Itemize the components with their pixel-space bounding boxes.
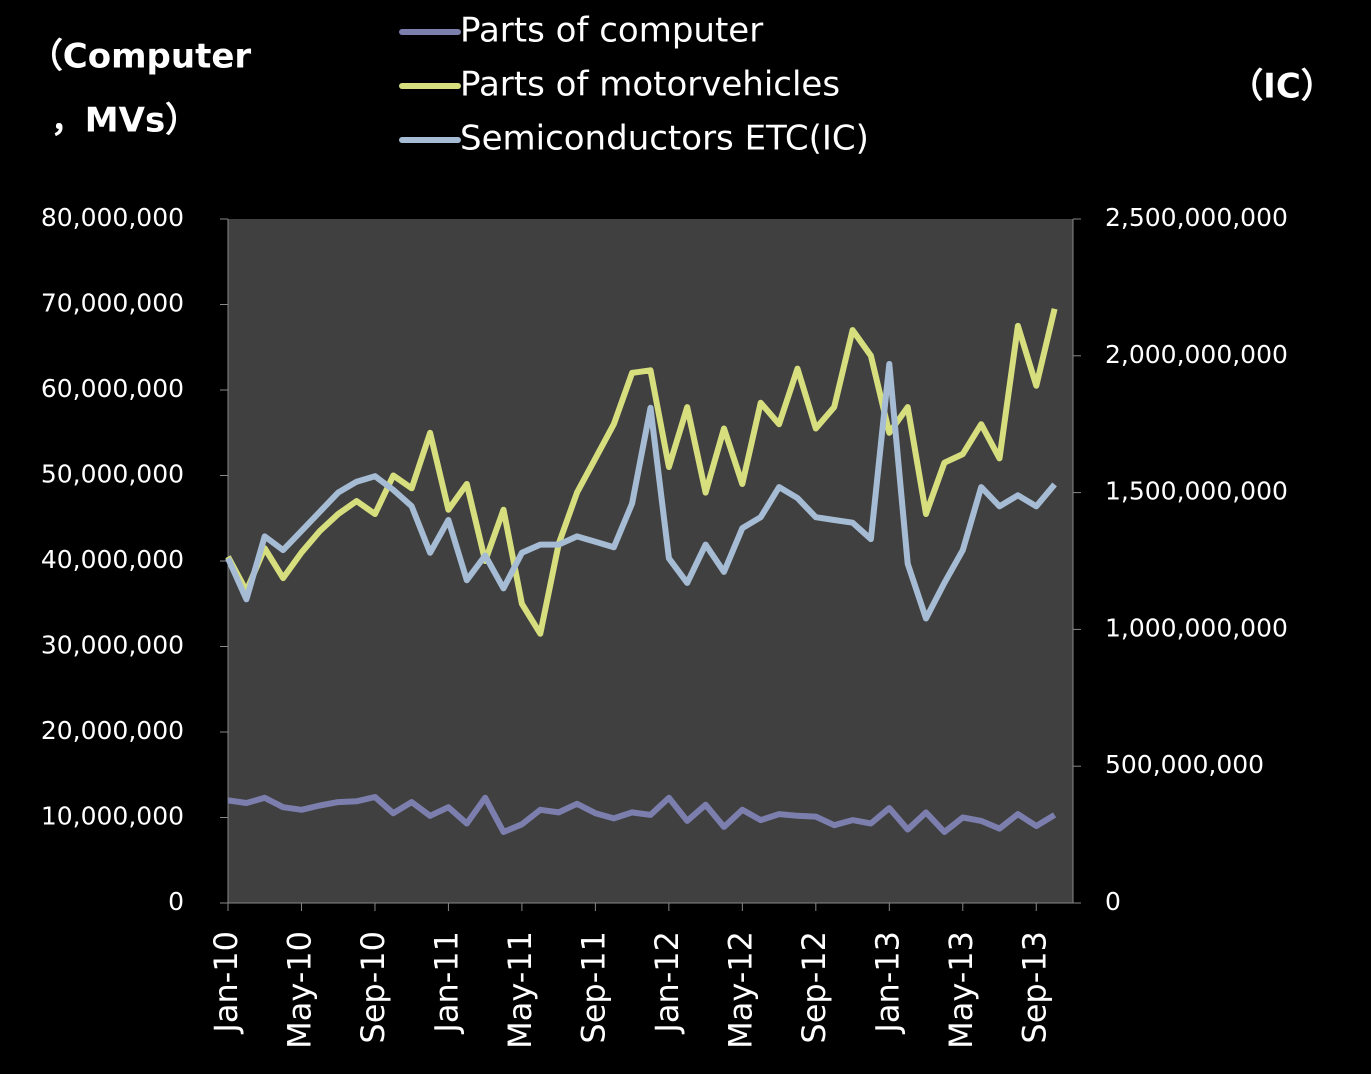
y-tick-label: 70,000,000	[41, 289, 184, 318]
x-tick-label: Sep-12	[795, 931, 833, 1044]
y-tick-label: 20,000,000	[41, 716, 184, 745]
x-tick-label: May-12	[721, 931, 759, 1049]
y2-tick-label: 2,000,000,000	[1105, 340, 1288, 369]
y2-tick-label: 1,500,000,000	[1105, 477, 1288, 506]
y2-tick-label: 1,000,000,000	[1105, 613, 1288, 642]
plot-area	[228, 219, 1073, 903]
series-line	[225, 361, 1057, 622]
series-line	[225, 308, 1058, 637]
legend-label: Parts of computer	[460, 11, 763, 51]
x-tick-label: Jan-13	[868, 931, 906, 1035]
y-tick-label: 40,000,000	[41, 545, 184, 574]
y2-tick-label: 0	[1105, 887, 1121, 916]
y-tick-label: 80,000,000	[41, 203, 184, 232]
y2-axis-title: （IC）	[1229, 67, 1335, 107]
legend-label: Semiconductors ETC(IC)	[460, 119, 869, 159]
x-tick-label: May-10	[280, 931, 318, 1049]
y-tick-label: 0	[168, 887, 184, 916]
y-axis-title: （Computer	[29, 37, 252, 77]
x-tick-label: May-13	[942, 931, 980, 1049]
x-tick-label: Sep-11	[574, 931, 612, 1044]
y-tick-label: 30,000,000	[41, 631, 184, 660]
x-tick-label: Jan-12	[648, 931, 686, 1035]
x-tick-label: Sep-13	[1015, 931, 1053, 1044]
x-tick-label: Jan-10	[207, 931, 245, 1035]
x-tick-label: Jan-11	[427, 931, 465, 1035]
y2-tick-label: 2,500,000,000	[1105, 203, 1288, 232]
x-tick-label: May-11	[501, 931, 539, 1049]
y-tick-label: 10,000,000	[41, 802, 184, 831]
x-tick-label: Sep-10	[354, 931, 392, 1044]
series-line	[227, 794, 1057, 835]
legend-label: Parts of motorvehicles	[460, 65, 840, 105]
y2-tick-label: 500,000,000	[1105, 750, 1264, 779]
y-tick-label: 50,000,000	[41, 460, 184, 489]
y-axis-title: ，MVs）	[51, 101, 199, 141]
y-tick-label: 60,000,000	[41, 374, 184, 403]
